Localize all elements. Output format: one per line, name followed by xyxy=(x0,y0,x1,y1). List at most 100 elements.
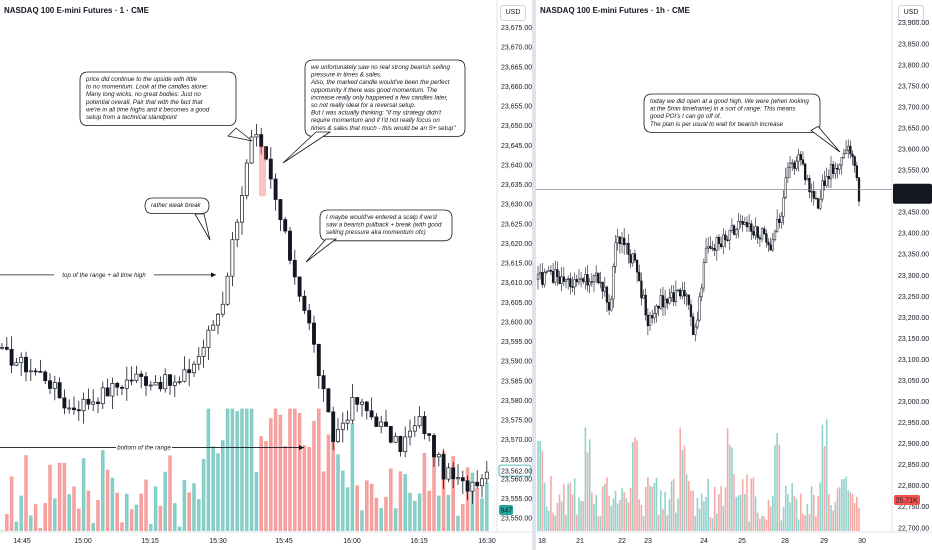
volume-bar xyxy=(765,519,768,531)
volume-bar xyxy=(365,480,369,531)
price-tick-label: 23,630.00 xyxy=(501,202,532,209)
volume-bar xyxy=(441,451,446,531)
candle-body xyxy=(603,286,606,292)
volume-bar xyxy=(177,526,182,531)
price-tick-label: 23,565.00 xyxy=(501,457,532,464)
candle-body xyxy=(816,198,820,209)
candle-body xyxy=(28,370,33,373)
currency-button[interactable]: USD xyxy=(500,5,526,21)
volume-bar xyxy=(737,495,740,531)
panel-divider[interactable] xyxy=(532,0,536,550)
volume-bar xyxy=(105,469,110,531)
price-tick-label: 23,625.00 xyxy=(501,221,532,228)
chart-panel-1m[interactable]: NASDAQ 100 E-mini Futures · 1 · CME USD … xyxy=(0,0,532,550)
price-tick-label: 23,250.00 xyxy=(898,294,929,301)
candle-body xyxy=(144,376,148,386)
candle-body xyxy=(607,302,611,311)
candle-body xyxy=(408,430,412,438)
note-scalp-line: I maybe would've entered a scalp if we'd xyxy=(326,214,437,221)
volume-bar xyxy=(769,506,772,531)
candle-body xyxy=(259,134,264,147)
volume-bar xyxy=(545,506,548,531)
candle-body xyxy=(340,422,345,430)
candle-body xyxy=(76,409,81,412)
volume-bar xyxy=(216,453,220,531)
candle-body xyxy=(4,346,9,350)
candle-body xyxy=(584,274,587,282)
chart-panel-1h[interactable]: NASDAQ 100 E-mini Futures · 1h · CME USD… xyxy=(536,0,932,550)
candle-body xyxy=(307,310,312,324)
candle-body xyxy=(436,454,441,458)
candle-body xyxy=(663,298,667,308)
candle-body xyxy=(475,481,480,487)
candle-body xyxy=(810,191,813,193)
candle-body xyxy=(743,222,746,225)
currency-button[interactable]: USD xyxy=(898,5,924,21)
volume-bar xyxy=(647,477,649,531)
note-high: today we did open at a good high. We wer… xyxy=(643,93,841,153)
volume-bar xyxy=(206,408,211,531)
candle-body xyxy=(711,247,714,250)
candle-body xyxy=(592,275,596,283)
volume-bar xyxy=(601,486,604,531)
volume-bar xyxy=(599,516,602,531)
candle-body xyxy=(168,374,172,386)
volume-bar xyxy=(685,474,688,531)
volume-bar xyxy=(625,498,628,531)
price-tick-label: 23,100.00 xyxy=(898,357,929,364)
volume-bar xyxy=(336,454,340,531)
note-upside: price did continue to the upside with li… xyxy=(79,71,253,142)
candle-body xyxy=(153,381,158,386)
candle-body xyxy=(350,397,355,421)
candle-body xyxy=(110,382,115,397)
candle-body xyxy=(836,168,839,170)
candle-body xyxy=(38,370,43,373)
volume-bar xyxy=(595,494,597,531)
volume-bar xyxy=(664,491,666,531)
volume-bar xyxy=(249,408,254,531)
candle-body xyxy=(786,167,790,178)
volume-bar xyxy=(705,496,707,531)
note-selling-line: But I was actually thinking: "if my stra… xyxy=(311,110,441,117)
candle-body xyxy=(345,419,350,424)
volume-bar xyxy=(134,504,139,531)
volume-bar xyxy=(0,530,4,531)
candle-body xyxy=(616,236,619,244)
note-selling-line: increase really only happened a few cand… xyxy=(311,94,448,101)
price-tick-label: 23,000.00 xyxy=(898,399,929,406)
time-tick-label: 14:45 xyxy=(13,538,31,545)
candle-body xyxy=(388,426,393,443)
candle-body xyxy=(451,467,456,480)
chart-1h-canvas[interactable]: 23,900.00 23,850.00 23,800.00 23,750.00 23,7… xyxy=(536,0,932,550)
volume-bar xyxy=(748,521,750,531)
volume-bar xyxy=(840,479,843,531)
chart-title: NASDAQ 100 E-mini Futures · 1h · CME xyxy=(540,6,690,15)
volume-bar xyxy=(819,482,822,531)
candle-body xyxy=(838,164,841,170)
volume-bar xyxy=(845,476,847,531)
note-high-line: good POI's I can go off of. xyxy=(650,113,721,120)
note-selling-line: pressure in times & sales. xyxy=(310,72,382,79)
candle-body xyxy=(851,153,854,157)
volume-bar xyxy=(480,498,484,531)
volume-bar xyxy=(623,492,625,531)
price-tick-label: 23,150.00 xyxy=(898,336,929,343)
volume-bar xyxy=(746,474,748,531)
volume-bar xyxy=(129,509,134,531)
volume-bar xyxy=(849,492,852,531)
volume-bar xyxy=(787,493,789,531)
volume-bar xyxy=(269,418,273,531)
time-tick-label: 15:45 xyxy=(275,538,293,545)
candle-body xyxy=(91,401,96,405)
candle-body xyxy=(545,271,548,273)
last-volume-text: 25.71K xyxy=(896,498,919,505)
volume-bar xyxy=(586,452,589,531)
candle-body xyxy=(586,274,589,286)
volume-bar xyxy=(629,487,632,531)
note-selling-box xyxy=(304,59,466,137)
chart-1m-canvas[interactable]: 23,675.00 23,670.00 23,665.00 23,660.00 23,6… xyxy=(0,0,532,550)
volume-bar xyxy=(379,507,383,531)
volume-bar xyxy=(631,442,634,531)
volume-bar xyxy=(763,516,766,531)
price-tick-label: 23,600.00 xyxy=(501,319,532,326)
